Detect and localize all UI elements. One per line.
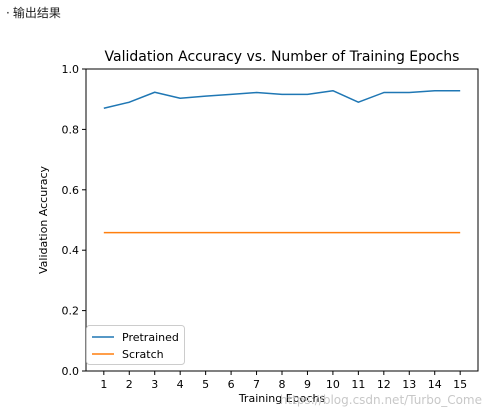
output-heading: · 输出结果 (6, 4, 61, 21)
x-tick-label: 8 (279, 378, 286, 391)
y-axis: 0.0 0.2 0.4 0.6 0.8 1.0 (62, 63, 86, 378)
y-tick-label: 1.0 (62, 63, 80, 76)
x-tick-label: 13 (402, 378, 416, 391)
x-tick-label: 4 (177, 378, 184, 391)
y-tick-label: 0.8 (62, 123, 80, 136)
x-tick-label: 11 (351, 378, 365, 391)
x-tick-label: 12 (377, 378, 391, 391)
x-tick-label: 9 (304, 378, 311, 391)
legend-label-scratch: Scratch (122, 348, 164, 361)
y-tick-label: 0.0 (62, 365, 80, 378)
x-tick-label: 6 (228, 378, 235, 391)
chart-title: Validation Accuracy vs. Number of Traini… (105, 49, 460, 65)
y-tick-label: 0.4 (62, 244, 80, 257)
y-axis-label: Validation Accuracy (37, 165, 50, 274)
x-tick-label: 3 (151, 378, 158, 391)
y-tick-label: 0.2 (62, 305, 80, 318)
watermark-text: https://blog.csdn.net/Turbo_Come (280, 393, 482, 407)
bullet-icon: · (6, 6, 10, 20)
series-layer (103, 89, 461, 234)
x-tick-label: 5 (202, 378, 209, 391)
legend-label-pretrained: Pretrained (122, 331, 179, 344)
x-axis-label: Training Epochs (238, 392, 326, 405)
x-tick-label: 10 (326, 378, 340, 391)
legend: Pretrained Scratch (86, 325, 185, 365)
x-axis: 1 2 3 4 5 6 7 8 9 10 11 12 13 14 15 (100, 371, 467, 391)
y-tick-label: 0.6 (62, 184, 80, 197)
x-tick-label: 1 (100, 378, 107, 391)
series-line-pretrained (103, 89, 461, 109)
x-tick-label: 14 (428, 378, 442, 391)
x-tick-label: 15 (453, 378, 467, 391)
x-tick-label: 2 (126, 378, 133, 391)
x-tick-label: 7 (253, 378, 260, 391)
output-heading-label: 输出结果 (12, 6, 61, 20)
